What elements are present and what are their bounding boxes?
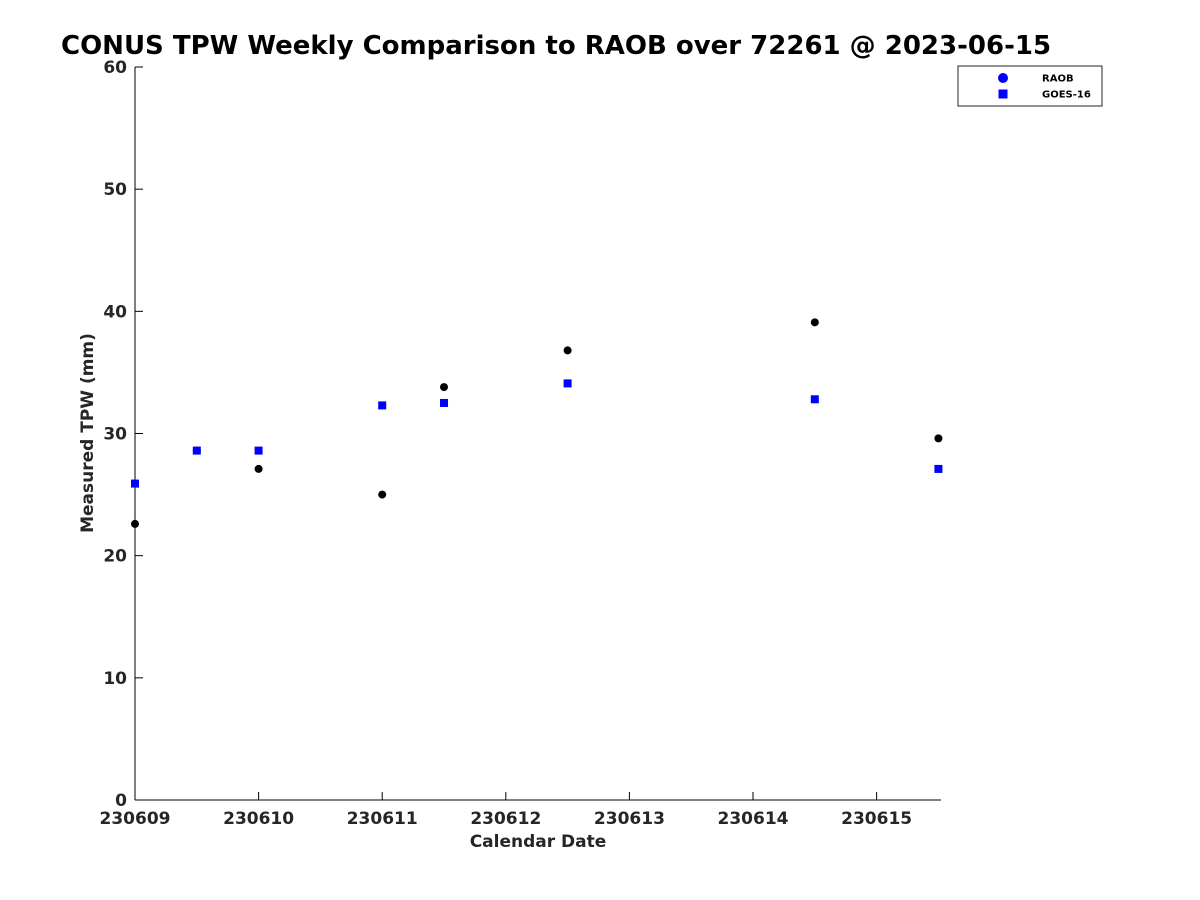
x-tick-label: 230614: [718, 809, 789, 829]
x-tick-label: 230615: [841, 809, 912, 829]
legend-label-raob: RAOB: [1042, 74, 1074, 85]
x-axis-label: Calendar Date: [470, 832, 607, 852]
y-tick-label: 50: [103, 180, 127, 200]
y-tick-label: 20: [103, 547, 127, 567]
legend-marker-goes-16: [998, 89, 1008, 99]
x-tick-label: 230610: [223, 809, 294, 829]
point-raob: [254, 464, 263, 473]
point-goes-16: [440, 398, 449, 407]
x-tick-label: 230609: [100, 809, 171, 829]
y-tick-label: 40: [103, 302, 127, 322]
y-tick-label: 60: [103, 58, 127, 78]
y-ticks: 0 10 20 30 40 50 60: [103, 58, 143, 811]
y-tick-label: 0: [115, 791, 127, 811]
legend-box: [957, 65, 1103, 107]
legend-label-goes-16: GOES-16: [1042, 90, 1091, 101]
legend: RAOB GOES-16: [957, 65, 1103, 107]
y-tick-label: 30: [103, 425, 127, 445]
point-goes-16: [934, 464, 943, 473]
point-raob: [934, 434, 943, 443]
point-raob: [378, 490, 387, 499]
point-raob: [810, 318, 819, 327]
x-tick-label: 230613: [594, 809, 665, 829]
point-goes-16: [192, 446, 201, 455]
point-raob: [440, 383, 449, 392]
point-raob: [131, 519, 139, 528]
data-points: [131, 318, 943, 528]
point-raob: [563, 346, 572, 355]
point-goes-16: [131, 479, 139, 488]
x-tick-label: 230611: [347, 809, 418, 829]
point-goes-16: [378, 401, 387, 410]
chart-title: CONUS TPW Weekly Comparison to RAOB over…: [61, 31, 1051, 61]
point-goes-16: [254, 446, 263, 455]
x-ticks: 230609 230610 230611 230612 230613 230614 2306…: [100, 792, 912, 829]
legend-marker-raob: [998, 73, 1008, 83]
x-tick-label: 230612: [470, 809, 541, 829]
point-goes-16: [810, 395, 819, 404]
point-goes-16: [563, 379, 572, 388]
y-axis-label: Measured TPW (mm): [78, 333, 98, 533]
y-tick-label: 10: [103, 669, 127, 689]
